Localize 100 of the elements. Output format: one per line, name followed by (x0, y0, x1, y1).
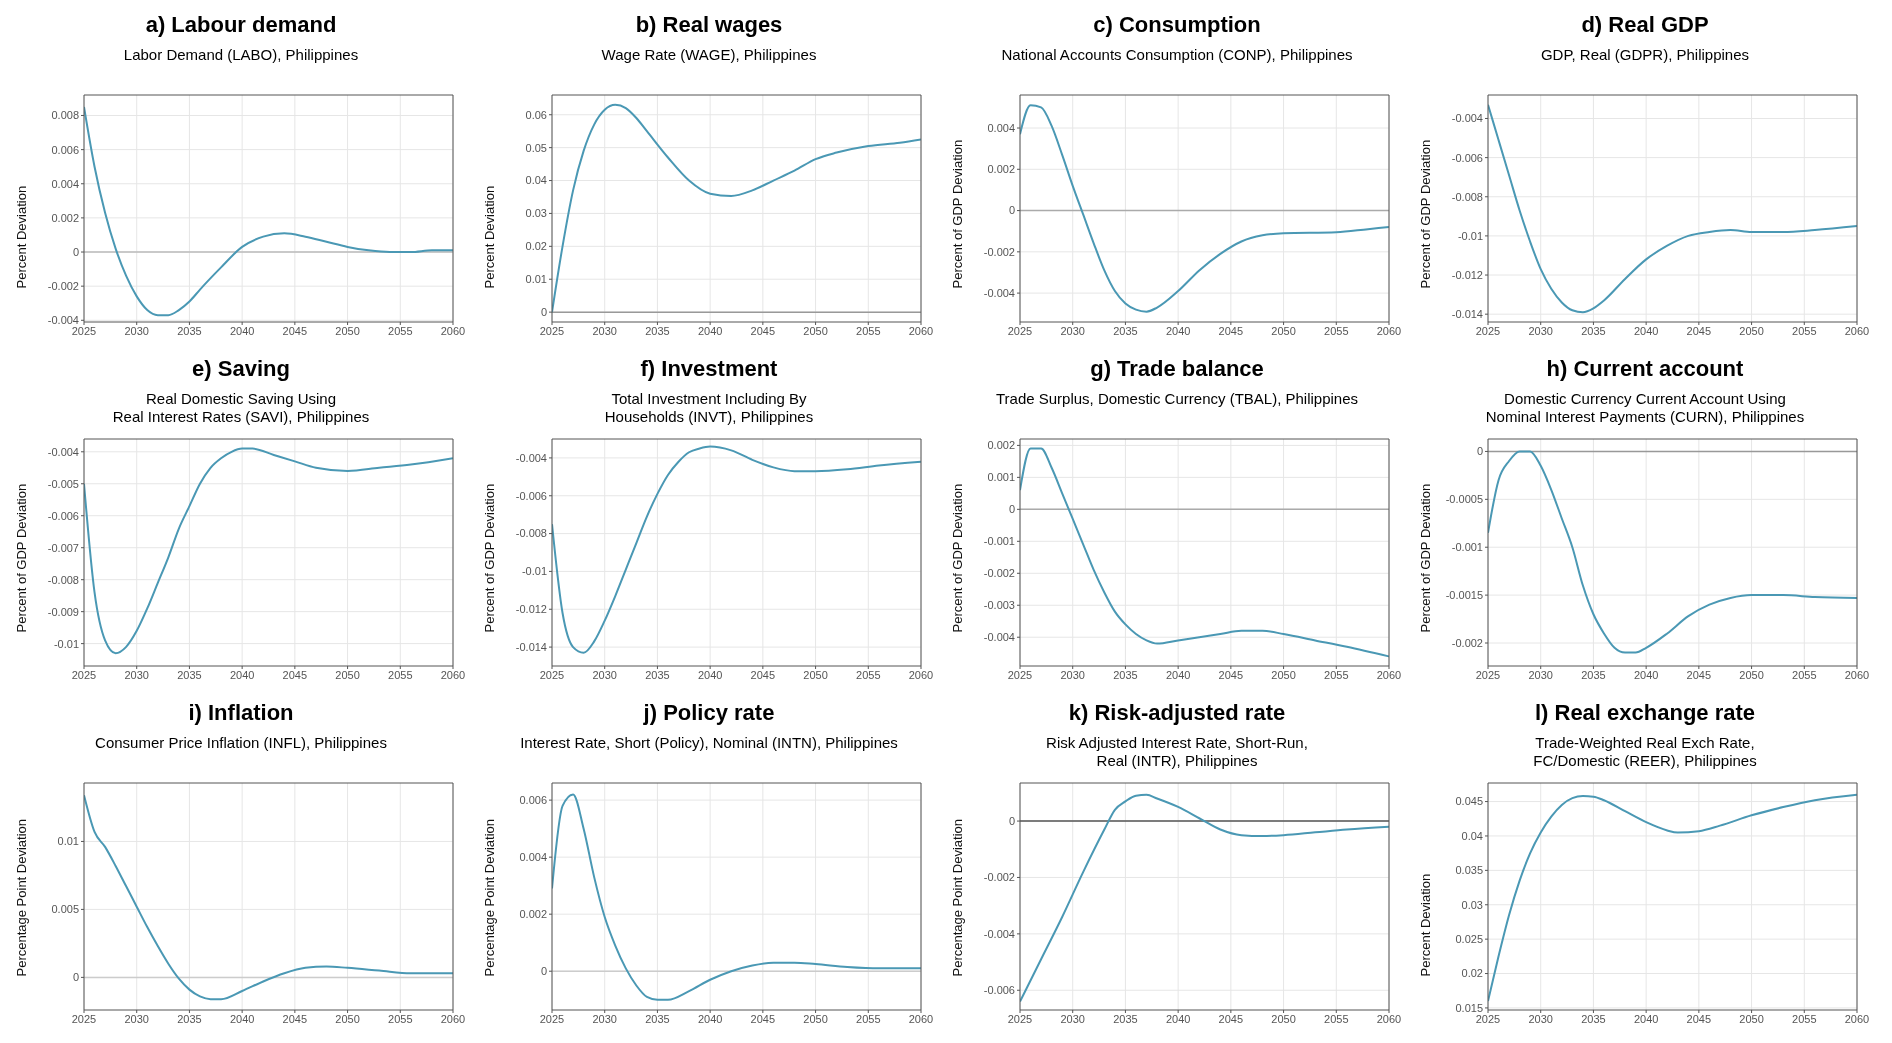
x-tick-label: 2035 (177, 668, 202, 681)
x-tick-label: 2055 (1324, 1012, 1349, 1025)
y-axis-title: Percentage Point Deviation (949, 818, 965, 977)
y-tick-label: 0 (1008, 503, 1015, 516)
y-tick-label: -0.001 (983, 535, 1015, 548)
x-tick-label: 2045 (1218, 1012, 1244, 1025)
x-tick-label: 2045 (1686, 1012, 1712, 1025)
x-tick-label: 2030 (1060, 324, 1085, 337)
chart-title: f) Investment (640, 356, 778, 383)
y-tick-label: -0.012 (1451, 268, 1483, 281)
y-tick-label: 0 (72, 245, 79, 258)
y-axis-title: Percentage Point Deviation (13, 818, 29, 977)
y-tick-label: 0.02 (1461, 967, 1483, 980)
x-tick-label: 2030 (592, 668, 617, 681)
y-tick-label: -0.004 (983, 287, 1015, 300)
x-tick-label: 2040 (1633, 668, 1659, 681)
x-tick-label: 2040 (1165, 668, 1191, 681)
y-axis-title: Percent Deviation (13, 185, 29, 289)
y-tick-label: -0.002 (983, 245, 1015, 258)
x-tick-label: 2060 (1376, 668, 1402, 681)
x-tick-label: 2030 (124, 1012, 149, 1025)
x-tick-label: 2025 (71, 324, 97, 337)
line-series (552, 793, 921, 1001)
x-tick-label: 2030 (592, 1012, 617, 1025)
y-tick-label: 0.002 (51, 211, 79, 224)
chart-title: c) Consumption (1093, 12, 1261, 39)
y-tick-label: 0.045 (1455, 795, 1483, 808)
x-tick-label: 2040 (697, 668, 723, 681)
x-tick-label: 2060 (1844, 324, 1870, 337)
x-tick-label: 2055 (388, 324, 413, 337)
chart-title: l) Real exchange rate (1534, 700, 1756, 727)
x-tick-label: 2030 (1060, 668, 1085, 681)
x-tick-label: 2060 (440, 1012, 466, 1025)
x-tick-label: 2040 (229, 668, 255, 681)
y-tick-label: -0.01 (521, 565, 547, 578)
x-tick-label: 2060 (440, 324, 466, 337)
y-axis-title: Percent of GDP Deviation (949, 483, 965, 633)
y-tick-label: 0.01 (57, 835, 79, 848)
y-tick-label: 0 (1476, 445, 1483, 458)
x-tick-label: 2030 (1528, 1012, 1553, 1025)
chart-subtitle: Wage Rate (WAGE), Philippines (601, 46, 817, 65)
x-tick-label: 2050 (803, 668, 828, 681)
x-tick-label: 2025 (539, 324, 565, 337)
x-tick-label: 2030 (1528, 324, 1553, 337)
chart-subtitle: Trade-Weighted Real Exch Rate, FC/Domestic (REER), Philippines (1533, 734, 1757, 771)
y-tick-label: -0.01 (1457, 229, 1483, 242)
x-tick-label: 2030 (592, 324, 617, 337)
line-series (1020, 447, 1389, 658)
x-tick-label: 2025 (71, 1012, 97, 1025)
x-tick-label: 2045 (282, 324, 308, 337)
y-tick-label: 0 (540, 965, 547, 978)
x-tick-label: 2025 (1475, 324, 1501, 337)
y-tick-label: -0.003 (983, 599, 1015, 612)
y-tick-label: -0.002 (983, 567, 1015, 580)
line-series (1020, 793, 1389, 1003)
x-tick-label: 2025 (1007, 324, 1033, 337)
y-tick-label: 0.004 (51, 177, 79, 190)
y-axis-title: Percent of GDP Deviation (949, 139, 965, 289)
y-tick-label: -0.008 (515, 527, 547, 540)
x-tick-label: 2045 (282, 668, 308, 681)
y-axis-title: Percent of GDP Deviation (481, 483, 497, 633)
y-tick-label: 0 (540, 306, 547, 319)
y-axis-title: Percentage Point Deviation (481, 818, 497, 977)
x-tick-label: 2055 (388, 668, 413, 681)
x-tick-label: 2045 (282, 1012, 308, 1025)
y-tick-label: 0.035 (1455, 864, 1483, 877)
y-tick-label: -0.01 (53, 637, 79, 650)
y-tick-label: 0.002 (987, 163, 1015, 176)
chart-subtitle: Domestic Currency Current Account Using Nominal Interest Payments (CURN), Philippines (1485, 390, 1805, 427)
y-tick-label: -0.0005 (1445, 493, 1483, 506)
y-tick-label: -0.004 (1451, 112, 1483, 125)
x-tick-label: 2030 (124, 324, 149, 337)
x-tick-label: 2035 (1581, 668, 1606, 681)
x-tick-label: 2055 (388, 1012, 413, 1025)
x-tick-label: 2050 (803, 1012, 828, 1025)
x-tick-label: 2025 (539, 1012, 565, 1025)
chart-title: b) Real wages (635, 12, 783, 39)
x-tick-label: 2050 (1739, 668, 1764, 681)
chart-title: e) Saving (192, 356, 290, 383)
x-tick-label: 2040 (229, 1012, 255, 1025)
x-tick-label: 2035 (1113, 668, 1138, 681)
y-tick-label: -0.004 (47, 445, 79, 458)
y-tick-label: 0.002 (519, 908, 547, 921)
x-tick-label: 2050 (335, 668, 360, 681)
y-tick-label: 0.006 (519, 794, 547, 807)
x-tick-label: 2040 (229, 324, 255, 337)
x-tick-label: 2055 (1792, 1012, 1817, 1025)
y-tick-label: 0.006 (51, 143, 79, 156)
y-tick-label: -0.006 (515, 489, 547, 502)
chart-subtitle: Real Domestic Saving Using Real Interest Rates (SAVI), Philippines (112, 390, 370, 427)
y-tick-label: -0.005 (47, 477, 79, 490)
x-tick-label: 2025 (1475, 1012, 1501, 1025)
x-tick-label: 2050 (335, 1012, 360, 1025)
line-series (552, 445, 921, 654)
y-tick-label: -0.004 (47, 314, 79, 327)
line-series (84, 447, 453, 655)
x-tick-label: 2055 (1324, 668, 1349, 681)
x-tick-label: 2060 (908, 1012, 934, 1025)
y-tick-label: 0.03 (525, 207, 547, 220)
y-tick-label: 0.05 (525, 141, 547, 154)
